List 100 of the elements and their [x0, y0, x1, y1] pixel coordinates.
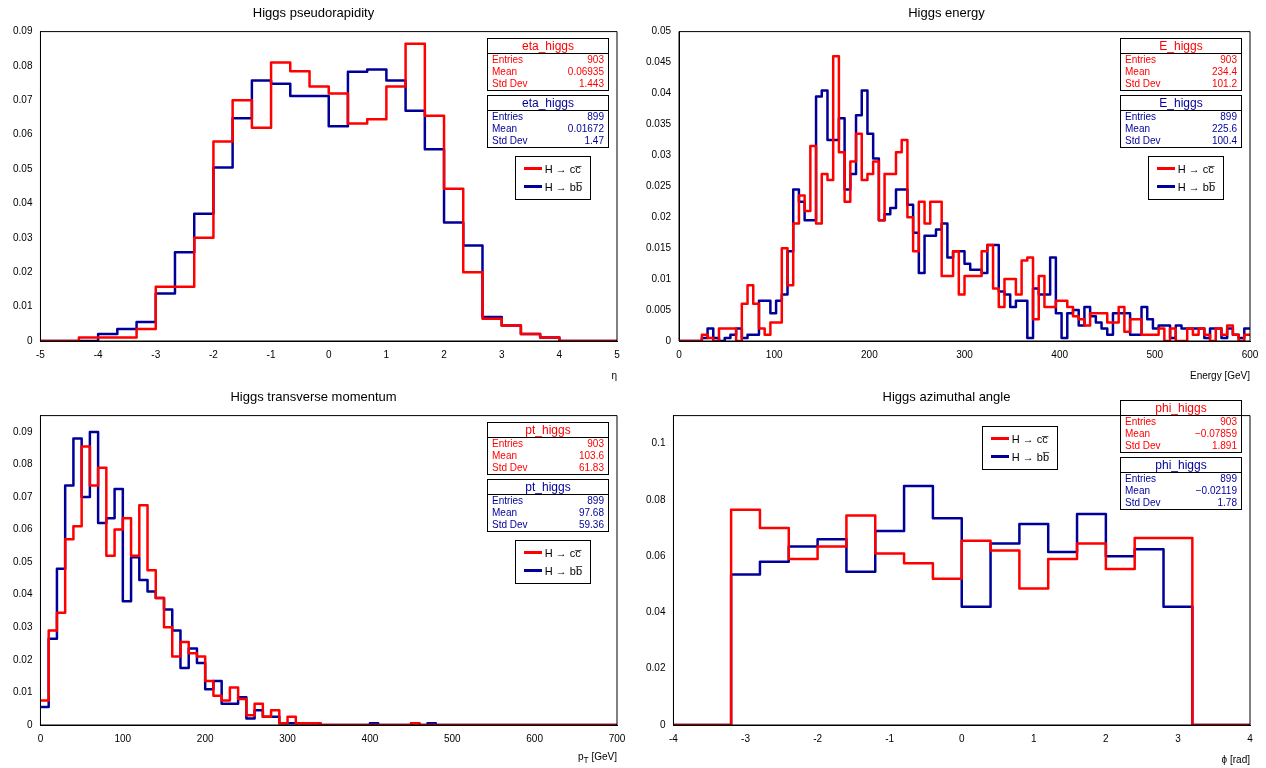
x-tick-label: 700	[608, 732, 626, 744]
x-tick-label: -2	[208, 348, 219, 360]
legend-label: H → bb̅	[1011, 449, 1050, 465]
y-tick-label: 0.05	[651, 25, 672, 37]
annotation: Std Dev	[492, 134, 528, 147]
annotation: Entries	[492, 437, 524, 450]
annotation: 899	[1220, 110, 1237, 123]
y-tick-label: 0.01	[651, 272, 672, 284]
y-tick-label: 0.06	[12, 523, 33, 535]
y-tick-label: 0.09	[12, 25, 33, 37]
legend-label: H → cc̅	[544, 545, 581, 561]
x-tick-label: 600	[526, 732, 544, 744]
annotation: 899	[1220, 473, 1237, 485]
annotation: eta_higgs	[488, 95, 608, 111]
x-tick-label: 400	[1051, 348, 1069, 360]
annotation: Std Dev	[492, 77, 528, 90]
x-tick-label: 3	[498, 348, 505, 360]
x-tick-label: 500	[443, 732, 462, 744]
x-axis-title: ϕ [rad]	[1221, 754, 1250, 765]
y-tick-label: 0.03	[12, 621, 33, 633]
x-tick-label: -4	[93, 348, 103, 360]
y-tick-label: 0.025	[645, 180, 672, 192]
annotation: 903	[587, 437, 604, 450]
annotation: Std Dev	[492, 518, 528, 531]
x-tick-label: 1	[1031, 732, 1038, 744]
legend-label: H → cc̅	[544, 161, 581, 177]
y-tick-label: 0.02	[645, 662, 666, 674]
legend-label: H → cc̅	[1011, 431, 1048, 447]
y-tick-label: 0.06	[12, 128, 33, 140]
annotation: Mean	[1125, 65, 1151, 78]
x-tick-label: 4	[1247, 732, 1254, 744]
annotation: 903	[1220, 53, 1237, 66]
y-tick-label: 0.035	[645, 118, 672, 130]
x-tick-label: 0	[958, 732, 965, 744]
x-tick-label: 0	[37, 732, 44, 744]
annotation: −0.07859	[1195, 428, 1237, 440]
annotation: 61.83	[578, 461, 604, 474]
annotation: phi_higgs	[1121, 401, 1241, 416]
x-tick-label: 300	[279, 732, 297, 744]
annotation: −0.02119	[1195, 485, 1237, 497]
annotation: 234.4	[1211, 65, 1237, 78]
annotation: Mean	[492, 65, 518, 78]
y-tick-label: 0.03	[12, 231, 33, 243]
annotation: Std Dev	[1125, 440, 1161, 452]
y-tick-label: 0.1	[651, 437, 666, 449]
y-tick-label: 0.05	[12, 162, 33, 174]
annotation: E_higgs	[1121, 95, 1241, 111]
y-tick-label: 0.08	[12, 458, 33, 470]
annotation: Entries	[492, 53, 524, 66]
annotation: 1.78	[1217, 497, 1237, 509]
annotation: Entries	[492, 110, 524, 123]
annotation: 1.891	[1211, 440, 1237, 452]
annotation: 1.443	[578, 77, 604, 90]
x-tick-label: 3	[1175, 732, 1182, 744]
annotation: Mean	[1125, 485, 1151, 497]
y-tick-label: 0.02	[12, 265, 33, 277]
x-tick-label: -4	[669, 732, 679, 744]
y-tick-label: 0.08	[12, 59, 33, 71]
x-tick-label: 100	[765, 348, 783, 360]
annotation: Entries	[492, 494, 524, 507]
y-tick-label: 0.05	[12, 555, 33, 567]
annotation: 899	[587, 494, 604, 507]
x-tick-label: 200	[196, 732, 214, 744]
annotation: Entries	[1125, 416, 1157, 428]
annotation: 899	[587, 110, 604, 123]
y-tick-label: 0.015	[645, 241, 672, 253]
y-tick-label: 0.04	[12, 588, 33, 600]
y-tick-label: 0.005	[645, 303, 672, 315]
x-tick-label: 600	[1241, 348, 1259, 360]
y-tick-label: 0.045	[645, 56, 672, 68]
legend-label: H → cc̅	[1177, 161, 1214, 177]
annotation: Entries	[1125, 110, 1157, 123]
x-tick-label: 400	[361, 732, 379, 744]
x-tick-label: 4	[556, 348, 563, 360]
x-tick-label: 200	[861, 348, 879, 360]
y-tick-label: 0.01	[12, 300, 33, 312]
annotation: E_higgs	[1121, 38, 1241, 54]
y-tick-label: 0.02	[12, 653, 33, 665]
y-tick-label: 0	[26, 334, 33, 346]
y-tick-label: 0.09	[12, 425, 33, 437]
annotation: 903	[1220, 416, 1237, 428]
annotation: Mean	[1125, 122, 1151, 135]
annotation: eta_higgs	[488, 38, 608, 54]
annotation: 100.4	[1211, 134, 1237, 147]
x-tick-label: -1	[266, 348, 276, 360]
x-tick-label: 100	[114, 732, 132, 744]
y-tick-label: 0	[26, 718, 33, 730]
chart-title: Higgs azimuthal angle	[882, 389, 1011, 405]
annotation: phi_higgs	[1121, 458, 1241, 473]
y-tick-label: 0	[659, 718, 666, 730]
annotation: 225.6	[1211, 122, 1237, 135]
chart-title: Higgs pseudorapidity	[252, 5, 375, 21]
x-tick-label: 0	[676, 348, 683, 360]
annotation: Entries	[1125, 53, 1157, 66]
y-tick-label: 0.07	[12, 490, 33, 502]
x-axis-title: η	[611, 370, 617, 381]
annotation: Mean	[492, 449, 518, 462]
x-tick-label: 1	[383, 348, 390, 360]
annotation: 0.06935	[567, 65, 604, 78]
annotation: 59.36	[578, 518, 604, 531]
